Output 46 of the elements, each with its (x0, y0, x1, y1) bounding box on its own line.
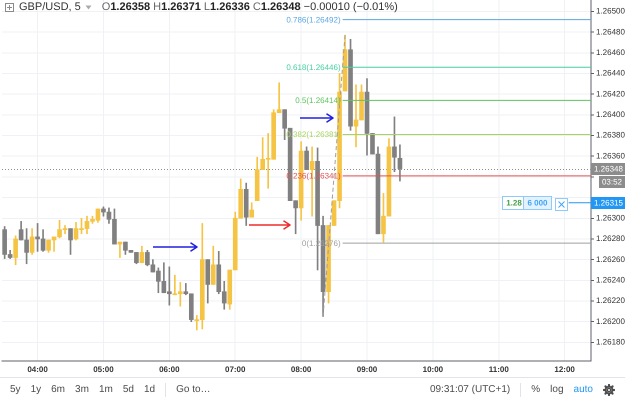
y-tick-label: 1.26400 (596, 110, 625, 120)
y-tick-label: 1.26480 (596, 27, 625, 36)
y-tick-label: 1.26360 (596, 151, 625, 160)
x-tick-label: 08:00 (290, 365, 312, 374)
text: % (531, 384, 540, 395)
x-tick-label: 12:00 (554, 365, 576, 374)
annotation: 1.28 (506, 198, 522, 208)
text: Go to… (176, 384, 211, 395)
x-tick-label: 05:00 (93, 365, 114, 374)
x-tick-label: 04:00 (27, 365, 48, 374)
x-tick-label: 06:00 (159, 365, 180, 374)
series-label: 0.786(1.26492) (286, 15, 341, 24)
y-tick-label: 1.26440 (596, 68, 625, 78)
candlestick (118, 242, 122, 258)
y-tick-label: 1.26380 (596, 130, 625, 140)
x-tick-label: 07:00 (224, 365, 246, 374)
y-tick-label: 1.26200 (596, 316, 625, 326)
x-tick-label: 10:00 (422, 365, 444, 374)
text: 1d (144, 384, 156, 395)
text: 5y (10, 384, 21, 395)
ref-line-label: 1.26348 (594, 164, 624, 174)
text: 1m (98, 384, 113, 395)
text: O1.26358 H1.26371 L1.26336 C1.26348 −0.00010 (−0.01%) (102, 1, 398, 13)
text: log (550, 384, 564, 395)
x-tick-label: 09:00 (356, 365, 378, 374)
text: 5d (122, 384, 134, 395)
y-tick-label: 1.26260 (596, 254, 625, 264)
text: 1y (30, 384, 42, 395)
y-tick-label: 1.26240 (596, 276, 625, 285)
y-tick-label: 1.26180 (596, 338, 625, 347)
x-tick-label: 11:00 (488, 365, 510, 374)
series-label: 0.618(1.26446) (286, 62, 341, 72)
y-tick-label: 1.26460 (596, 48, 625, 57)
y-tick-label: 1.26420 (596, 89, 625, 98)
chart-title: GBP/USD, 5 (19, 1, 81, 14)
y-tick-label: 1.26300 (596, 213, 625, 222)
text: 03:52 (602, 178, 623, 187)
y-tick-label: 1.26500 (596, 6, 625, 16)
text: 6m (51, 384, 66, 395)
data-label: 1.26315 (594, 198, 624, 208)
annotation: 6 000 (527, 198, 548, 208)
y-tick-label: 1.26280 (596, 234, 625, 244)
text: 09:31:07 (UTC+1) (430, 384, 510, 395)
text: auto (574, 384, 593, 395)
text: 3m (75, 384, 89, 395)
y-tick-label: 1.26220 (596, 296, 625, 306)
